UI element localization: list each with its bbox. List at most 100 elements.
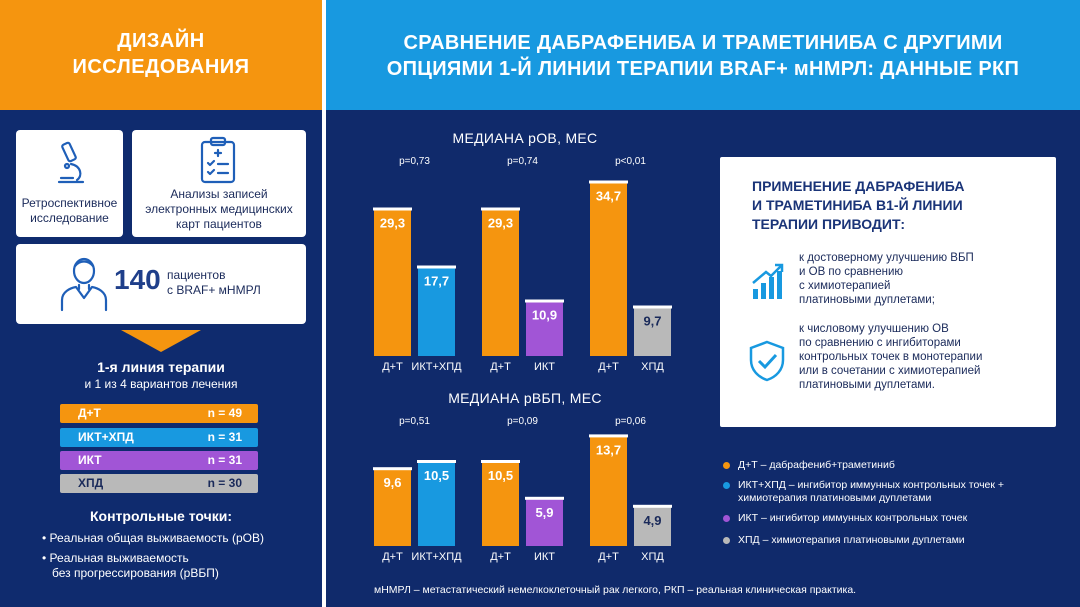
legend-dot-ikt-hpd [723,482,730,489]
arm-name: Д+Т [78,406,101,420]
first-line-title: 1-я линия терапии [97,359,225,375]
header-right [326,0,1080,110]
legend-dot-dt [723,462,730,469]
data-label: 29,3 [488,216,513,231]
endpoint-os: • Реальная общая выживаемость (рОВ) [42,531,265,545]
records-line2: электронных медицинских [145,202,293,216]
category-label: ХПД [641,361,664,373]
conclusion-item2-line3: контрольных точек в монотерапии [799,351,983,363]
bar [634,307,671,356]
bar [418,462,455,546]
bar [482,209,519,356]
p-value: p<0,01 [615,156,646,167]
patients-count: 140 [114,264,161,295]
category-label: Д+Т [382,361,403,373]
conclusion-item2-line4: или в сочетании с химиотерапией [799,365,981,377]
arm-name: ИКТ+ХПД [78,430,134,444]
bar [374,209,411,356]
data-label: 34,7 [596,189,621,204]
patients-label-line2: с BRAF+ мНМРЛ [167,283,261,297]
conclusion-item1-line3: с химиотерапией [799,280,891,292]
endpoint-pfs: • Реальная выживаемость без прогрессиров… [42,551,219,580]
arm-row-dt: Д+Т n = 49 [60,404,258,423]
clipboard-icon [200,136,236,184]
p-value: p=0,73 [399,156,430,167]
conclusion-item1-line4: платиновыми дуплетами; [799,294,935,306]
conclusion-item2-line5: платиновыми дуплетами. [799,379,935,391]
comparison-title: СРАВНЕНИЕ ДАБРАФЕНИБА И ТРАМЕТИНИБА С ДР… [326,30,1080,82]
category-label: ХПД [641,551,664,563]
bar-cap [525,496,564,500]
arm-count: n = 49 [207,406,242,420]
data-label: 29,3 [380,216,405,231]
legend-ikt-hpd-line1: ИКТ+ХПД – ингибитор иммунных контрольных… [738,479,1005,491]
records-card: Анализы записей электронных медицинских … [132,130,306,237]
conclusion-title-line1: ПРИМЕНЕНИЕ ДАБРАФЕНИБА [752,178,965,194]
arm-count: n = 31 [207,453,242,467]
conclusion-title-line3: ТЕРАПИИ ПРИВОДИТ: [752,216,905,232]
bar-cap [525,299,564,303]
endpoint-os-text: Реальная общая выживаемость (рОВ) [49,531,265,545]
category-label: Д+Т [490,361,511,373]
bar [590,182,627,356]
arm-count: n = 30 [207,476,242,490]
bar-cap [373,467,412,471]
records-line1: Анализы записей [170,187,268,201]
design-title-line1: ДИЗАЙН [117,30,205,52]
category-label: ИКТ+ХПД [411,361,462,373]
data-label: 10,5 [424,468,449,483]
bar [482,462,519,546]
arm-row-ikt: ИКТ n = 31 [60,451,258,470]
arm-name: ХПД [78,476,104,490]
patients-card: 140 пациентов с BRAF+ мНМРЛ [16,244,306,324]
legend-dot-ikt [723,515,730,522]
conclusion-item2-line1: к числовому улучшению ОВ [799,323,949,335]
bar [374,469,411,546]
growth-chart-icon [752,263,784,299]
microscope-icon [57,141,85,184]
category-label: ИКТ [534,551,555,563]
legend-hpd: ХПД – химиотерапия платиновыми дуплетами [738,534,965,546]
bar-cap [589,180,628,184]
person-icon [60,257,108,312]
comparison-title-line1: СРАВНЕНИЕ ДАБРАФЕНИБА И ТРАМЕТИНИБА С ДР… [403,32,1003,54]
endpoints-title: Контрольные точки: [89,508,233,524]
retrospective-line2: исследование [30,211,109,225]
category-label: ИКТ [534,361,555,373]
bar [418,267,455,356]
category-label: Д+Т [598,551,619,563]
retrospective-card: Ретроспективное исследование [16,130,123,237]
comparison-title-line2: ОПЦИЯМИ 1-Й ЛИНИИ ТЕРАПИИ BRAF+ мНМРЛ: Д… [386,58,1020,80]
data-label: 9,6 [383,475,401,490]
data-label: 4,9 [643,513,661,528]
legend-ikt: ИКТ – ингибитор иммунных контрольных точ… [738,512,968,524]
bar-cap [481,207,520,211]
design-title: ДИЗАЙН ИССЛЕДОВАНИЯ [0,28,322,80]
pfs-chart-title: МЕДИАНА рВБП, МЕС [448,390,602,406]
legend-ikt-hpd-line2: химиотерапия платиновыми дуплетами [738,492,932,504]
endpoint-pfs-line1: Реальная выживаемость [49,551,189,565]
arm-count: n = 31 [207,430,242,444]
category-label: Д+Т [490,551,511,563]
panel-divider [322,0,326,607]
data-label: 10,9 [532,308,557,323]
bar-cap [589,434,628,438]
first-line-subtitle: и 1 из 4 вариантов лечения [84,377,238,391]
footnote: мНМРЛ – метастатический немелкоклеточный… [374,584,857,596]
p-value: p=0,74 [507,156,538,167]
legend-dot-hpd [723,537,730,544]
conclusion-title-line2: И ТРАМЕТИНИБА В1-Й ЛИНИИ [752,197,963,213]
bar [634,506,671,546]
bar-cap [633,504,672,508]
pfs-chart: 9,6 Д+Т 10,5 ИКТ+ХПД 10,5 Д+Т 5,9 ИКТ 13,7 Д+Т 4,9… [373,416,672,563]
data-label: 10,5 [488,468,513,483]
arm-name: ИКТ [78,453,102,467]
p-value: p=0,51 [399,416,430,427]
p-value: p=0,06 [615,416,646,427]
arm-row-ikt-hpd: ИКТ+ХПД n = 31 [60,428,258,447]
conclusion-item2-line2: по сравнению с ингибиторами [799,337,961,349]
shield-check-icon [749,340,785,382]
legend-dt: Д+Т – дабрафениб+траметиниб [738,459,895,471]
bar-cap [417,460,456,463]
endpoint-pfs-line2: без прогрессирования (рВБП) [52,566,219,580]
